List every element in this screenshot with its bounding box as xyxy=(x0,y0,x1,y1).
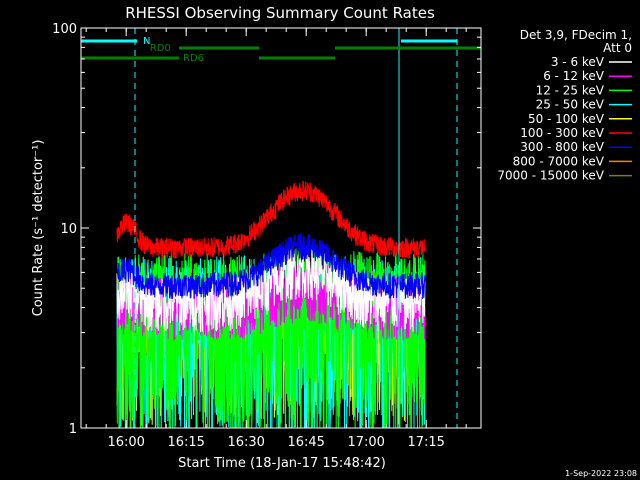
rd0-label: RD0 xyxy=(150,43,171,54)
legend-title-line-2: Att 0 xyxy=(603,41,632,55)
y-tick-label: 10 xyxy=(60,222,77,237)
x-tick-label: 16:15 xyxy=(167,435,204,450)
x-tick-label: 17:15 xyxy=(407,435,444,450)
legend-label: 25 - 50 keV xyxy=(536,98,605,112)
series-line-5 xyxy=(116,180,426,260)
x-tick-label: 17:00 xyxy=(347,435,384,450)
legend-label: 3 - 6 keV xyxy=(551,55,605,69)
x-axis-label: Start Time (18-Jan-17 15:48:42) xyxy=(178,456,386,471)
legend-label: 7000 - 15000 keV xyxy=(497,169,604,183)
series-layer xyxy=(116,180,426,429)
y-axis-label: Count Rate (s⁻¹ detector⁻¹) xyxy=(31,140,46,317)
y-tick-label: 1 xyxy=(69,422,77,437)
chart-title: RHESSI Observing Summary Count Rates xyxy=(125,4,435,22)
legend-label: 12 - 25 keV xyxy=(536,83,605,97)
axis-layer: 1 10 100 16:00 16:15 16:30 16:45 17:00 17:15 xyxy=(52,22,481,450)
y-tick-label: 100 xyxy=(52,22,77,37)
series-line-6 xyxy=(116,233,426,299)
x-tick-label: 16:00 xyxy=(107,435,144,450)
legend-title-line-1: Det 3,9, FDecim 1, xyxy=(520,28,632,42)
x-tick-label: 16:30 xyxy=(227,435,264,450)
legend-label: 800 - 7000 keV xyxy=(513,154,605,168)
night-label: N xyxy=(143,36,150,47)
legend-label: 300 - 800 keV xyxy=(520,140,604,154)
legend-label: 6 - 12 keV xyxy=(543,69,605,83)
legend-label: 100 - 300 keV xyxy=(520,126,604,140)
legend-label: 50 - 100 keV xyxy=(528,112,605,126)
rd6-label: RD6 xyxy=(183,53,204,64)
generation-timestamp: 1-Sep-2022 23:08 xyxy=(565,469,637,478)
x-tick-label: 16:45 xyxy=(287,435,324,450)
